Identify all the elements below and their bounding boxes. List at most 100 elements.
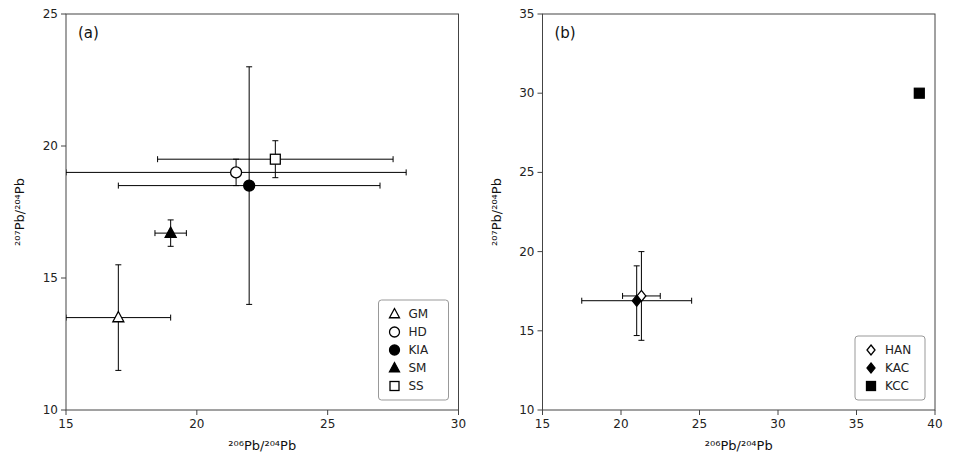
x-tick-label: 20 — [613, 417, 628, 431]
error-cap — [246, 304, 252, 305]
error-cap — [157, 156, 158, 162]
data-group — [66, 67, 406, 371]
legend-marker — [390, 327, 400, 337]
y-tick-label: 15 — [519, 324, 534, 338]
data-group — [582, 88, 925, 340]
x-tick — [621, 410, 622, 415]
panel: 1520253010152025²⁰⁶Pb/²⁰⁴Pb²⁰⁷Pb/²⁰⁴Pb(a… — [12, 7, 466, 453]
legend-marker — [390, 309, 400, 318]
x-tick — [327, 410, 328, 415]
x-tick — [935, 410, 936, 415]
x-tick — [196, 410, 197, 415]
y-tick-label: 15 — [43, 271, 58, 285]
figure: 1520253010152025²⁰⁶Pb/²⁰⁴Pb²⁰⁷Pb/²⁰⁴Pb(a… — [0, 0, 953, 466]
legend: GM HD KIA SM SS — [379, 300, 449, 400]
error-cap — [168, 219, 174, 220]
legend-marker — [867, 345, 875, 355]
x-tick-label: 25 — [692, 417, 707, 431]
x-tick-label: 25 — [320, 417, 335, 431]
error-cap — [622, 293, 623, 299]
y-tick — [538, 93, 543, 94]
y-tick — [538, 330, 543, 331]
point — [165, 227, 176, 237]
point — [231, 167, 242, 178]
error-cap — [118, 183, 119, 189]
error-cap — [406, 169, 407, 175]
panel: 152025303540101520253035²⁰⁶Pb/²⁰⁴Pb²⁰⁷Pb… — [489, 7, 943, 453]
x-axis-label: ²⁰⁶Pb/²⁰⁴Pb — [705, 438, 773, 453]
panel-label: (a) — [78, 24, 99, 42]
point — [270, 154, 280, 164]
error-cap — [581, 298, 582, 304]
legend-label: GM — [409, 307, 429, 321]
error-cap — [272, 140, 278, 141]
error-cap — [115, 264, 121, 265]
x-tick — [699, 410, 700, 415]
legend-marker — [867, 382, 876, 391]
y-tick-label: 25 — [43, 7, 58, 21]
x-tick-label: 20 — [189, 417, 204, 431]
legend-label: HD — [409, 325, 427, 339]
point — [113, 312, 124, 322]
x-tick-label: 40 — [927, 417, 942, 431]
error-cap — [393, 156, 394, 162]
error-cap — [638, 251, 644, 252]
y-tick — [538, 14, 543, 15]
error-cap — [380, 183, 381, 189]
error-cap — [634, 335, 640, 336]
y-tick-label: 35 — [519, 7, 534, 21]
x-tick-label: 15 — [58, 417, 73, 431]
point — [632, 295, 641, 306]
legend: HAN KAC KCC — [855, 336, 925, 400]
error-cap — [66, 169, 67, 175]
x-tick-label: 30 — [451, 417, 466, 431]
y-tick-label: 25 — [519, 165, 534, 179]
y-tick — [538, 172, 543, 173]
x-tick — [856, 410, 857, 415]
y-tick — [61, 146, 66, 147]
x-tick-label: 30 — [770, 417, 785, 431]
error-cap — [66, 315, 67, 321]
plot-frame — [66, 14, 459, 410]
x-tick — [778, 410, 779, 415]
legend-label: KCC — [885, 379, 909, 393]
error-cap — [272, 177, 278, 178]
x-tick-label: 35 — [849, 417, 864, 431]
error-cap — [168, 246, 174, 247]
legend-marker — [390, 363, 400, 372]
legend-box — [855, 336, 925, 400]
y-tick — [538, 251, 543, 252]
error-cap — [634, 265, 640, 266]
y-tick — [61, 278, 66, 279]
legend-label: SS — [409, 379, 424, 393]
x-tick — [66, 410, 67, 415]
legend-box — [379, 300, 449, 400]
error-cap — [691, 298, 692, 304]
point — [244, 180, 255, 191]
y-axis-label: ²⁰⁷Pb/²⁰⁴Pb — [12, 178, 27, 246]
error-cap — [660, 293, 661, 299]
panel-label: (b) — [555, 24, 576, 42]
y-tick — [61, 14, 66, 15]
y-tick-label: 20 — [43, 139, 58, 153]
legend-marker — [867, 363, 875, 373]
error-cap — [154, 230, 155, 236]
x-tick — [542, 410, 543, 415]
error-cap — [170, 315, 171, 321]
legend-label: KIA — [409, 343, 429, 357]
point — [914, 88, 924, 98]
x-tick-label: 15 — [535, 417, 550, 431]
legend-label: KAC — [885, 361, 909, 375]
error-cap — [186, 230, 187, 236]
y-tick — [538, 410, 543, 411]
plot-frame — [543, 14, 936, 410]
y-axis-label: ²⁰⁷Pb/²⁰⁴Pb — [489, 178, 504, 246]
legend-marker — [390, 382, 399, 391]
legend-label: SM — [409, 361, 427, 375]
y-tick-label: 30 — [519, 86, 534, 100]
y-tick — [61, 410, 66, 411]
error-cap — [115, 370, 121, 371]
legend-label: HAN — [885, 343, 911, 357]
y-tick-label: 20 — [519, 245, 534, 259]
x-axis-label: ²⁰⁶Pb/²⁰⁴Pb — [228, 438, 296, 453]
